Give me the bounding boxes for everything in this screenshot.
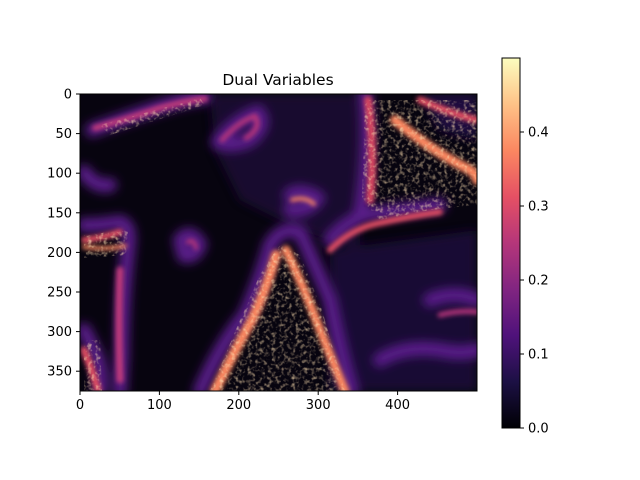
y-tick-label: 0 [64,88,72,103]
x-tick-label: 400 [385,398,410,413]
x-tick-label: 0 [76,398,84,413]
y-axis: 0 50 100 150 200 250 300 350 [47,88,80,380]
y-tick-label: 50 [55,127,72,142]
y-tick-label: 150 [47,206,72,221]
x-tick-label: 200 [226,398,251,413]
colorbar-tick-label: 0.3 [528,200,549,215]
heatmap-image [80,94,477,391]
colorbar-tick-label: 0.2 [528,274,549,289]
colorbar-tick-label: 0.0 [528,422,549,437]
colorbar-axis: 0.0 0.1 0.2 0.3 0.4 [520,126,549,437]
y-tick-label: 250 [47,286,72,301]
y-tick-label: 200 [47,246,72,261]
y-tick-label: 300 [47,325,72,340]
x-axis: 0 100 200 300 400 [76,391,410,413]
y-tick-label: 100 [47,167,72,182]
colorbar-tick-label: 0.4 [528,126,549,141]
x-tick-label: 300 [306,398,331,413]
x-tick-label: 100 [147,398,172,413]
colorbar [501,57,521,429]
y-tick-label: 350 [47,365,72,380]
chart-title: Dual Variables [222,71,333,89]
axes-frame [79,93,478,392]
colorbar-tick-label: 0.1 [528,348,549,363]
